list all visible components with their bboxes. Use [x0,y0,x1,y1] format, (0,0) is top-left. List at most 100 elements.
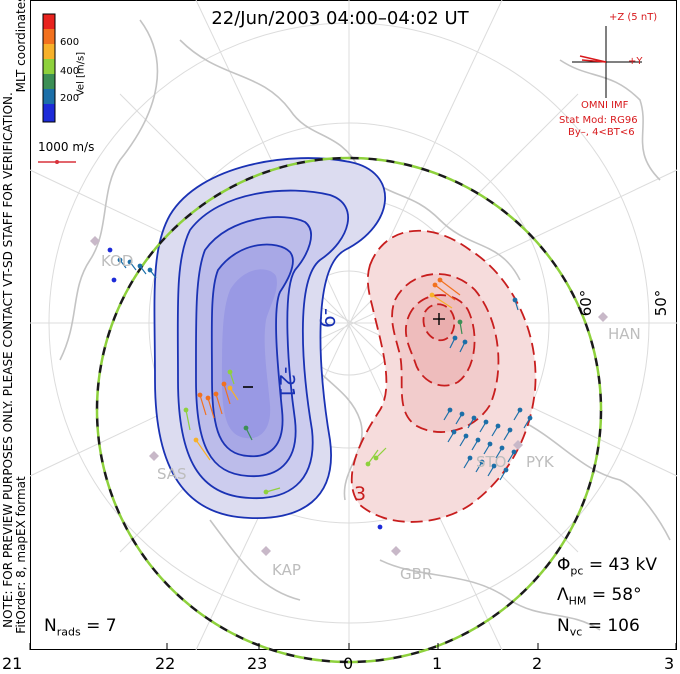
colorbar-tick-400: 400 [60,66,80,77]
coastline-europe [379,559,601,631]
stat-lambda-symbol: Λ [557,585,569,605]
mlt-label-3: 3 [664,654,675,673]
stat-nrads: Nrads = 7 [44,616,117,638]
vector-origin [377,524,383,530]
imf-y-label: +Y [628,56,643,67]
station-marker-kod [90,236,100,246]
coastline-labrador [209,519,301,601]
vector-origin [111,277,117,283]
vector-origin [183,407,189,413]
vector-origin [137,263,143,269]
vector-origin [437,277,443,283]
coastline-greenland [359,169,521,281]
coastlines [59,19,671,631]
scale-vector-dot [55,160,59,164]
stat-phi-symbol: Φ [557,555,571,575]
stat-nvc-symbol: N [557,616,570,636]
preview-notice: NOTE: FOR PREVIEW PURPOSES ONLY. PLEASE … [1,92,15,628]
stat-nrads-value: = 7 [86,616,117,636]
stat-phi-sub: pc [570,564,584,578]
vector-origin [462,339,468,345]
vector-origin [459,411,465,417]
colorbar-swatch-0 [43,14,55,29]
station-pyk: PYK [526,453,554,471]
vector-origin [503,467,509,473]
stat-nvc: Nvc = 106 [557,616,640,638]
vector [223,383,231,405]
coastline-canada [59,19,159,361]
vector-origin [447,407,453,413]
vector-origin [463,433,469,439]
velocity-vectors [107,247,533,530]
vector-group-dkblue [107,247,383,530]
contour-label-neg9: -9 [315,308,339,328]
latitude-label-50: 50° [652,289,670,317]
vector [195,439,211,461]
vector-origin [227,385,233,391]
plot-title: 22/Jun/2003 04:00–04:02 UT [211,8,469,29]
vector-origin [373,455,379,461]
colorbar-tick-200: 200 [60,93,80,104]
vector-origin [365,461,371,467]
station-sas: SAS [157,465,187,483]
stat-nvc-value: = 106 [587,616,640,636]
contour-label-pos3: 3 [354,483,367,505]
vector-origin [213,391,219,397]
vector-origin [511,449,517,455]
vector [185,409,191,431]
colorbar-swatch-3 [43,59,55,74]
vector-origin [263,489,269,495]
vector-origin [107,247,113,253]
grid-meridian-f [29,169,678,477]
vector-origin [197,392,203,398]
stat-lambda-hm: ΛHM = 58° [557,585,642,607]
vector [431,294,453,309]
vector-origin [499,445,505,451]
negative-cell [153,157,386,519]
latitude-label-60: 60° [577,289,595,317]
colorbar-swatch-1 [43,29,55,44]
hm-boundary-green [95,156,603,664]
mlt-label-2: 2 [532,654,543,673]
vector-group-pyk [117,257,533,481]
vector-origin [127,259,133,265]
station-kap: KAP [272,561,301,579]
mlt-label-22: 22 [155,654,176,673]
imf-condition: By–, 4<BT<6 [568,127,635,138]
plot-frame [30,0,677,650]
vector-origin [487,441,493,447]
vector-group-yellow [193,292,453,461]
vector-origin [117,257,123,263]
vector-group-dkgreen [243,319,463,441]
imf-vector-2 [581,59,607,63]
colorbar-swatch-2 [43,44,55,59]
colorbar-swatch-4 [43,74,55,89]
vector-group-green [183,369,387,495]
colorbar-swatch-6 [43,104,55,122]
vector-group-orange [197,277,461,419]
vector-origin [467,455,473,461]
imf-z-label: +Z (5 nT) [609,12,658,23]
station-kod: KOD [101,252,134,270]
vector-origin [452,335,458,341]
colorbar-tick-600: 600 [60,37,80,48]
station-markers [90,236,608,556]
stat-nrads-sub: rads [56,625,81,639]
colorbar-outline [42,13,56,123]
vector-origin [429,292,435,298]
vector-origin [227,369,233,375]
vector [229,387,239,401]
vector [215,393,223,415]
vector-origin [483,419,489,425]
coastline-arctic [179,39,361,171]
vector-origin [517,407,523,413]
stat-phi-value: = 43 kV [588,555,657,575]
latitude-grid [29,0,678,651]
station-gbr: GBR [400,565,433,583]
vector-origin [457,319,463,325]
vector-origin [147,267,153,273]
coastline-siberia [559,59,661,181]
vector-origin [193,437,199,443]
imf-source: OMNI IMF [581,100,629,111]
